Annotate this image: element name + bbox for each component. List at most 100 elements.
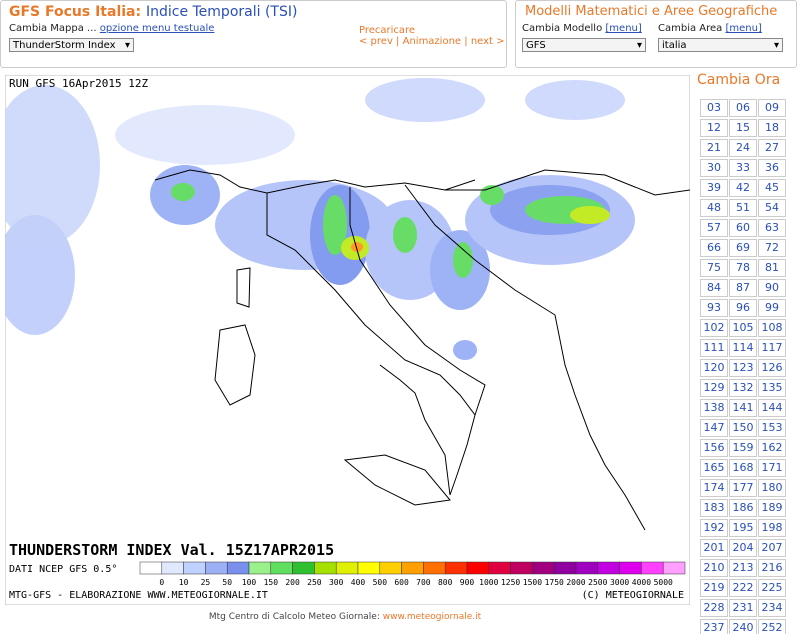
hour-link[interactable]: 102 xyxy=(700,319,728,337)
hour-link[interactable]: 69 xyxy=(729,239,757,257)
footer-link[interactable]: www.meteogiornale.it xyxy=(382,612,482,622)
hour-link[interactable]: 177 xyxy=(729,479,757,497)
hour-link[interactable]: 183 xyxy=(700,499,728,517)
hour-link[interactable]: 99 xyxy=(758,299,786,317)
hour-link[interactable]: 24 xyxy=(729,139,757,157)
hour-link[interactable]: 27 xyxy=(758,139,786,157)
hour-link[interactable]: 222 xyxy=(729,579,757,597)
area-select[interactable]: italia xyxy=(658,38,783,53)
hour-link[interactable]: 171 xyxy=(758,459,786,477)
hour-link[interactable]: 78 xyxy=(729,259,757,277)
hour-link[interactable]: 201 xyxy=(700,539,728,557)
model-link[interactable]: [menu] xyxy=(605,23,642,34)
hour-link[interactable]: 126 xyxy=(758,359,786,377)
hour-link[interactable]: 216 xyxy=(758,559,786,577)
hour-link[interactable]: 132 xyxy=(729,379,757,397)
hour-link[interactable]: 39 xyxy=(700,179,728,197)
hour-link[interactable]: 06 xyxy=(729,99,757,117)
hour-link[interactable]: 186 xyxy=(729,499,757,517)
hour-link[interactable]: 135 xyxy=(758,379,786,397)
hour-link[interactable]: 117 xyxy=(758,339,786,357)
legend-label: 600 xyxy=(394,578,409,587)
legend-cell xyxy=(314,561,337,575)
hour-link[interactable]: 213 xyxy=(729,559,757,577)
hour-link[interactable]: 150 xyxy=(729,419,757,437)
hour-link[interactable]: 21 xyxy=(700,139,728,157)
hour-link[interactable]: 156 xyxy=(700,439,728,457)
hour-link[interactable]: 63 xyxy=(758,219,786,237)
hour-link[interactable]: 18 xyxy=(758,119,786,137)
hour-link[interactable]: 141 xyxy=(729,399,757,417)
hour-link[interactable]: 03 xyxy=(700,99,728,117)
hour-link[interactable]: 15 xyxy=(729,119,757,137)
hour-link[interactable]: 159 xyxy=(729,439,757,457)
hour-link[interactable]: 60 xyxy=(729,219,757,237)
hour-link[interactable]: 30 xyxy=(700,159,728,177)
hour-link[interactable]: 228 xyxy=(700,599,728,617)
hour-link[interactable]: 96 xyxy=(729,299,757,317)
legend-cell xyxy=(597,561,620,575)
hour-link[interactable]: 225 xyxy=(758,579,786,597)
run-label: RUN GFS 16Apr2015 12Z xyxy=(9,77,148,90)
hour-link[interactable]: 108 xyxy=(758,319,786,337)
hour-link[interactable]: 234 xyxy=(758,599,786,617)
legend-cell xyxy=(444,561,468,575)
hour-link[interactable]: 84 xyxy=(700,279,728,297)
hour-link[interactable]: 168 xyxy=(729,459,757,477)
hour-link[interactable]: 36 xyxy=(758,159,786,177)
hour-link[interactable]: 48 xyxy=(700,199,728,217)
map-link[interactable]: opzione menu testuale xyxy=(99,23,215,34)
hour-link[interactable]: 165 xyxy=(700,459,728,477)
next[interactable]: next > xyxy=(470,36,505,47)
hour-link[interactable]: 189 xyxy=(758,499,786,517)
legend: 0 10 25 50 100 150 200 250 300 400 500 600 700 800 900… xyxy=(139,561,686,587)
hour-link[interactable]: 42 xyxy=(729,179,757,197)
hour-link[interactable]: 210 xyxy=(700,559,728,577)
hour-link[interactable]: 252 xyxy=(758,619,786,634)
area-link[interactable]: [menu] xyxy=(725,23,762,34)
hour-link[interactable]: 153 xyxy=(758,419,786,437)
hour-link[interactable]: 93 xyxy=(700,299,728,317)
hour-link[interactable]: 75 xyxy=(700,259,728,277)
hour-link[interactable]: 54 xyxy=(758,199,786,217)
hour-link[interactable]: 207 xyxy=(758,539,786,557)
hour-link[interactable]: 81 xyxy=(758,259,786,277)
hour-link[interactable]: 33 xyxy=(729,159,757,177)
hour-link[interactable]: 192 xyxy=(700,519,728,537)
hour-link[interactable]: 144 xyxy=(758,399,786,417)
hour-link[interactable]: 72 xyxy=(758,239,786,257)
hour-link[interactable]: 90 xyxy=(758,279,786,297)
copyright: (C) METEOGIORNALE xyxy=(582,590,684,601)
hour-link[interactable]: 237 xyxy=(700,619,728,634)
model-select[interactable]: GFS xyxy=(522,38,646,53)
hour-link[interactable]: 12 xyxy=(700,119,728,137)
hour-link[interactable]: 57 xyxy=(700,219,728,237)
hour-link[interactable]: 51 xyxy=(729,199,757,217)
hour-link[interactable]: 129 xyxy=(700,379,728,397)
legend-cell xyxy=(183,561,206,575)
hour-link[interactable]: 105 xyxy=(729,319,757,337)
map-select[interactable]: ThunderStorm Index xyxy=(9,38,134,53)
hour-link[interactable]: 114 xyxy=(729,339,757,357)
hour-link[interactable]: 204 xyxy=(729,539,757,557)
prev[interactable]: < prev xyxy=(359,36,393,47)
hour-link[interactable]: 66 xyxy=(700,239,728,257)
hour-link[interactable]: 174 xyxy=(700,479,728,497)
hour-link[interactable]: 231 xyxy=(729,599,757,617)
hour-link[interactable]: 180 xyxy=(758,479,786,497)
hour-link[interactable]: 111 xyxy=(700,339,728,357)
hour-link[interactable]: 09 xyxy=(758,99,786,117)
legend-cell xyxy=(292,561,315,575)
hour-link[interactable]: 138 xyxy=(700,399,728,417)
hour-link[interactable]: 162 xyxy=(758,439,786,457)
hour-link[interactable]: 198 xyxy=(758,519,786,537)
hour-link[interactable]: 195 xyxy=(729,519,757,537)
hour-link[interactable]: 45 xyxy=(758,179,786,197)
animation[interactable]: Animazione xyxy=(402,36,462,47)
hour-link[interactable]: 120 xyxy=(700,359,728,377)
hour-link[interactable]: 219 xyxy=(700,579,728,597)
hour-link[interactable]: 87 xyxy=(729,279,757,297)
hour-link[interactable]: 147 xyxy=(700,419,728,437)
hour-link[interactable]: 240 xyxy=(729,619,757,634)
hour-link[interactable]: 123 xyxy=(729,359,757,377)
